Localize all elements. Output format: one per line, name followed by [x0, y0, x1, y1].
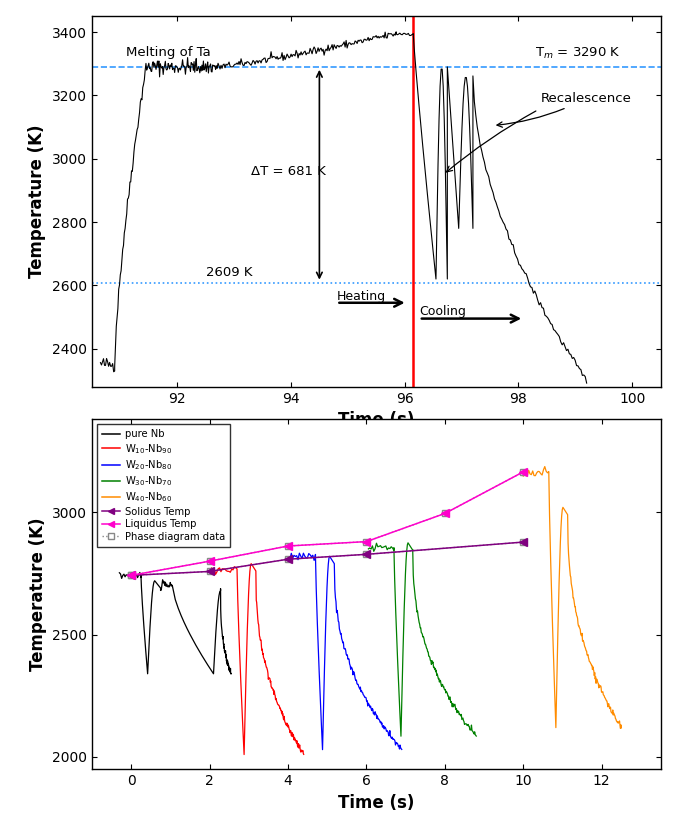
X-axis label: Time (s): Time (s) — [338, 411, 415, 429]
X-axis label: Time (s): Time (s) — [338, 794, 415, 812]
Text: 2609 K: 2609 K — [206, 266, 252, 279]
Text: Melting of Ta: Melting of Ta — [126, 46, 211, 59]
Legend: pure Nb, W$_{10}$-Nb$_{90}$, W$_{20}$-Nb$_{80}$, W$_{30}$-Nb$_{70}$, W$_{40}$-Nb: pure Nb, W$_{10}$-Nb$_{90}$, W$_{20}$-Nb… — [97, 424, 230, 547]
Text: ΔT = 681 K: ΔT = 681 K — [251, 164, 326, 177]
Y-axis label: Temperature (K): Temperature (K) — [29, 518, 46, 671]
Y-axis label: Temperature (K): Temperature (K) — [29, 125, 46, 278]
Text: Heating: Heating — [336, 290, 385, 303]
Text: Cooling: Cooling — [419, 305, 466, 318]
Text: T$_m$ = 3290 K: T$_m$ = 3290 K — [535, 46, 621, 60]
Text: Recalescence: Recalescence — [497, 92, 632, 127]
